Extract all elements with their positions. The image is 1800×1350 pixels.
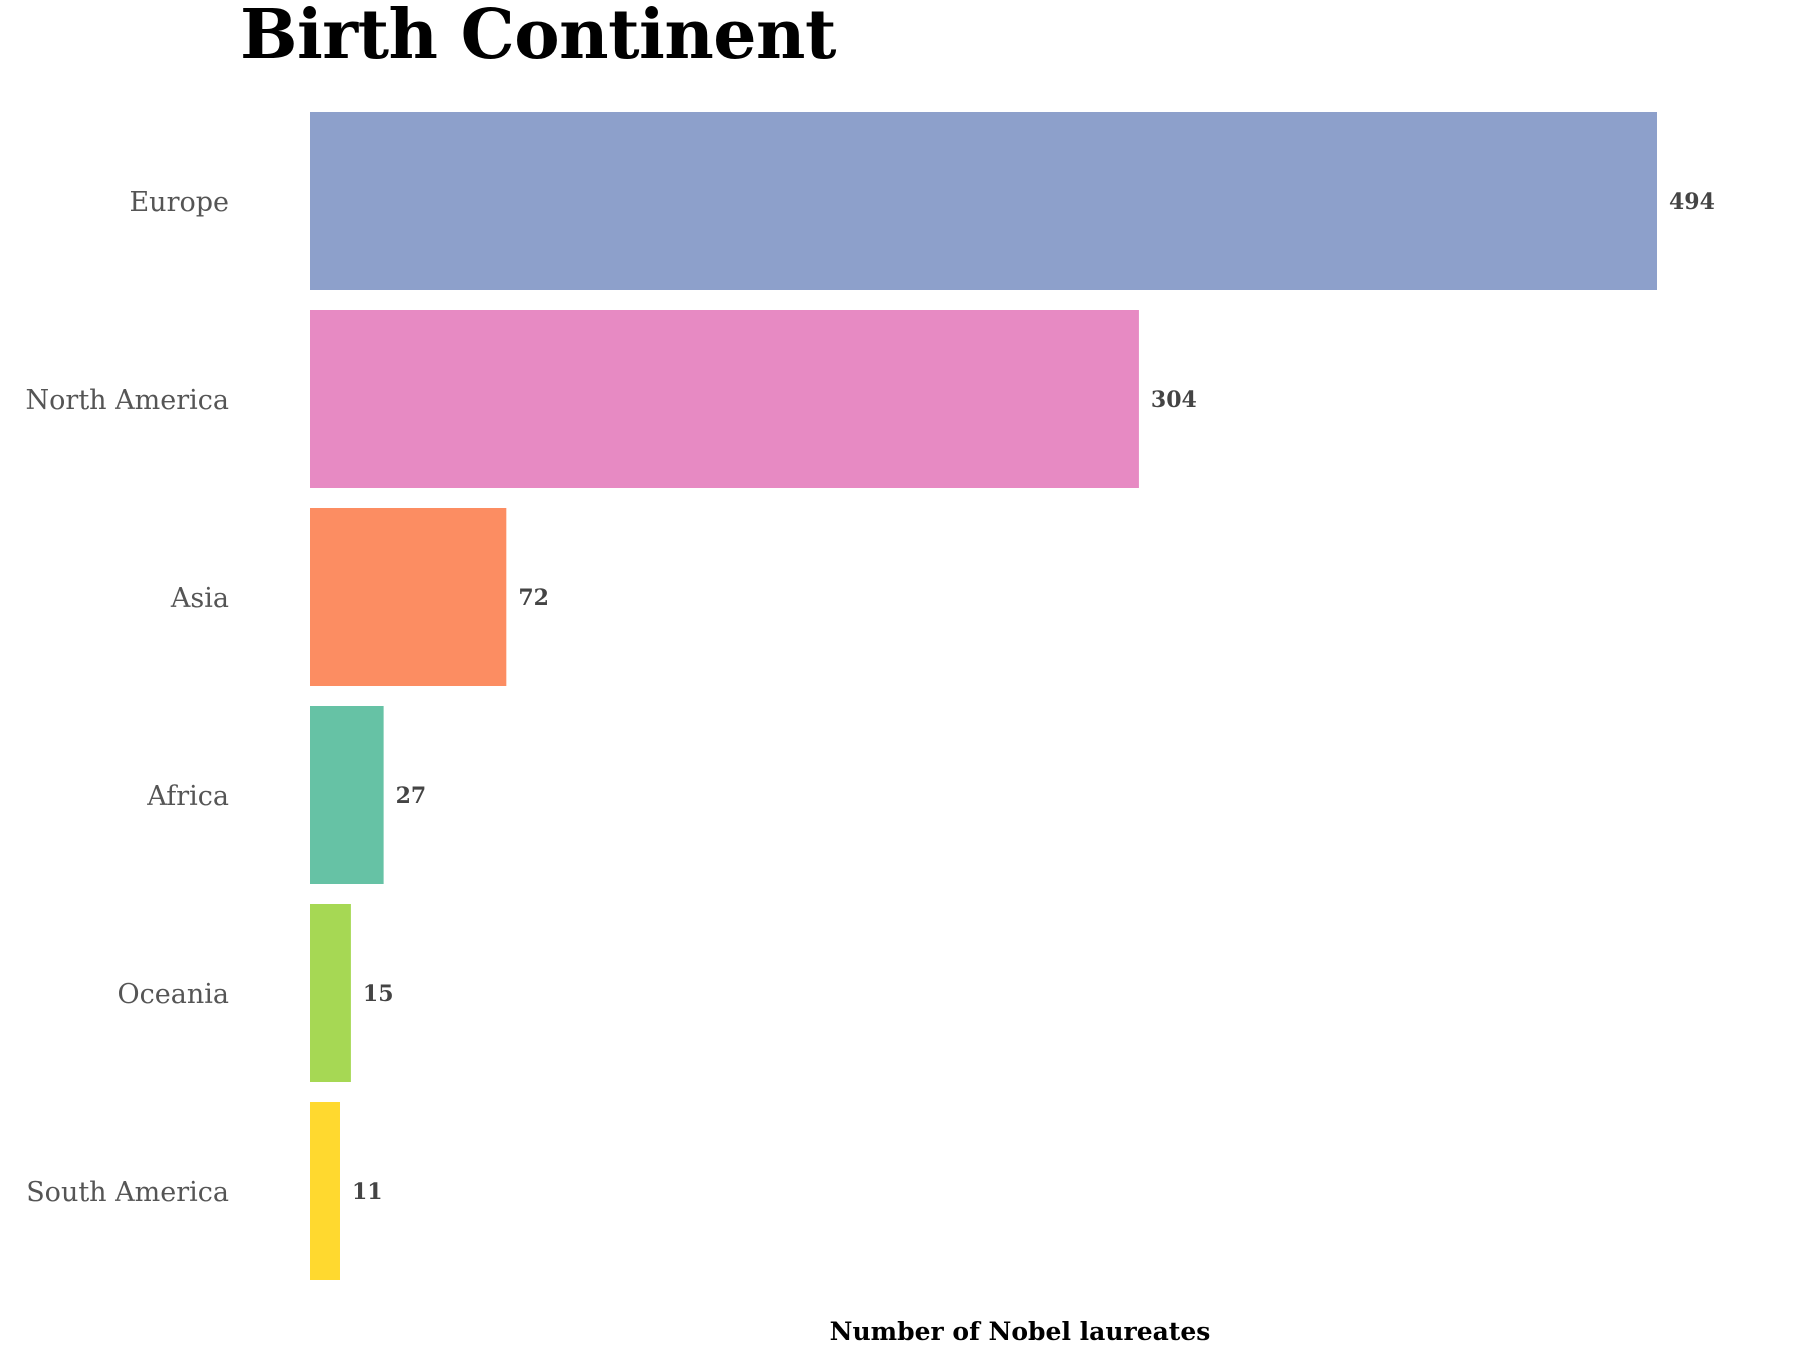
bars-group <box>310 112 1657 1280</box>
value-label-africa: 27 <box>396 783 427 809</box>
value-label-south-america: 11 <box>352 1179 383 1205</box>
category-label-oceania: Oceania <box>118 979 229 1010</box>
chart-title: Birth Continent <box>240 0 836 75</box>
bar-europe <box>310 112 1657 290</box>
value-label-europe: 494 <box>1669 189 1715 215</box>
bar-asia <box>310 508 507 686</box>
category-label-north-america: North America <box>26 385 229 416</box>
category-label-africa: Africa <box>146 781 229 812</box>
bar-oceania <box>310 904 351 1082</box>
category-label-asia: Asia <box>170 583 229 614</box>
category-label-europe: Europe <box>129 187 229 218</box>
bar-south-america <box>310 1102 340 1280</box>
x-axis-label: Number of Nobel laureates <box>830 1317 1211 1346</box>
category-label-south-america: South America <box>26 1177 229 1208</box>
bar-north-america <box>310 310 1139 488</box>
value-labels-group: 494 304 72 27 15 11 <box>352 189 1715 1205</box>
bar-africa <box>310 706 384 884</box>
value-label-north-america: 304 <box>1151 387 1197 413</box>
value-label-asia: 72 <box>518 585 549 611</box>
value-label-oceania: 15 <box>363 981 394 1007</box>
category-labels-group: Europe North America Asia Africa Oceania Sout… <box>26 187 229 1208</box>
